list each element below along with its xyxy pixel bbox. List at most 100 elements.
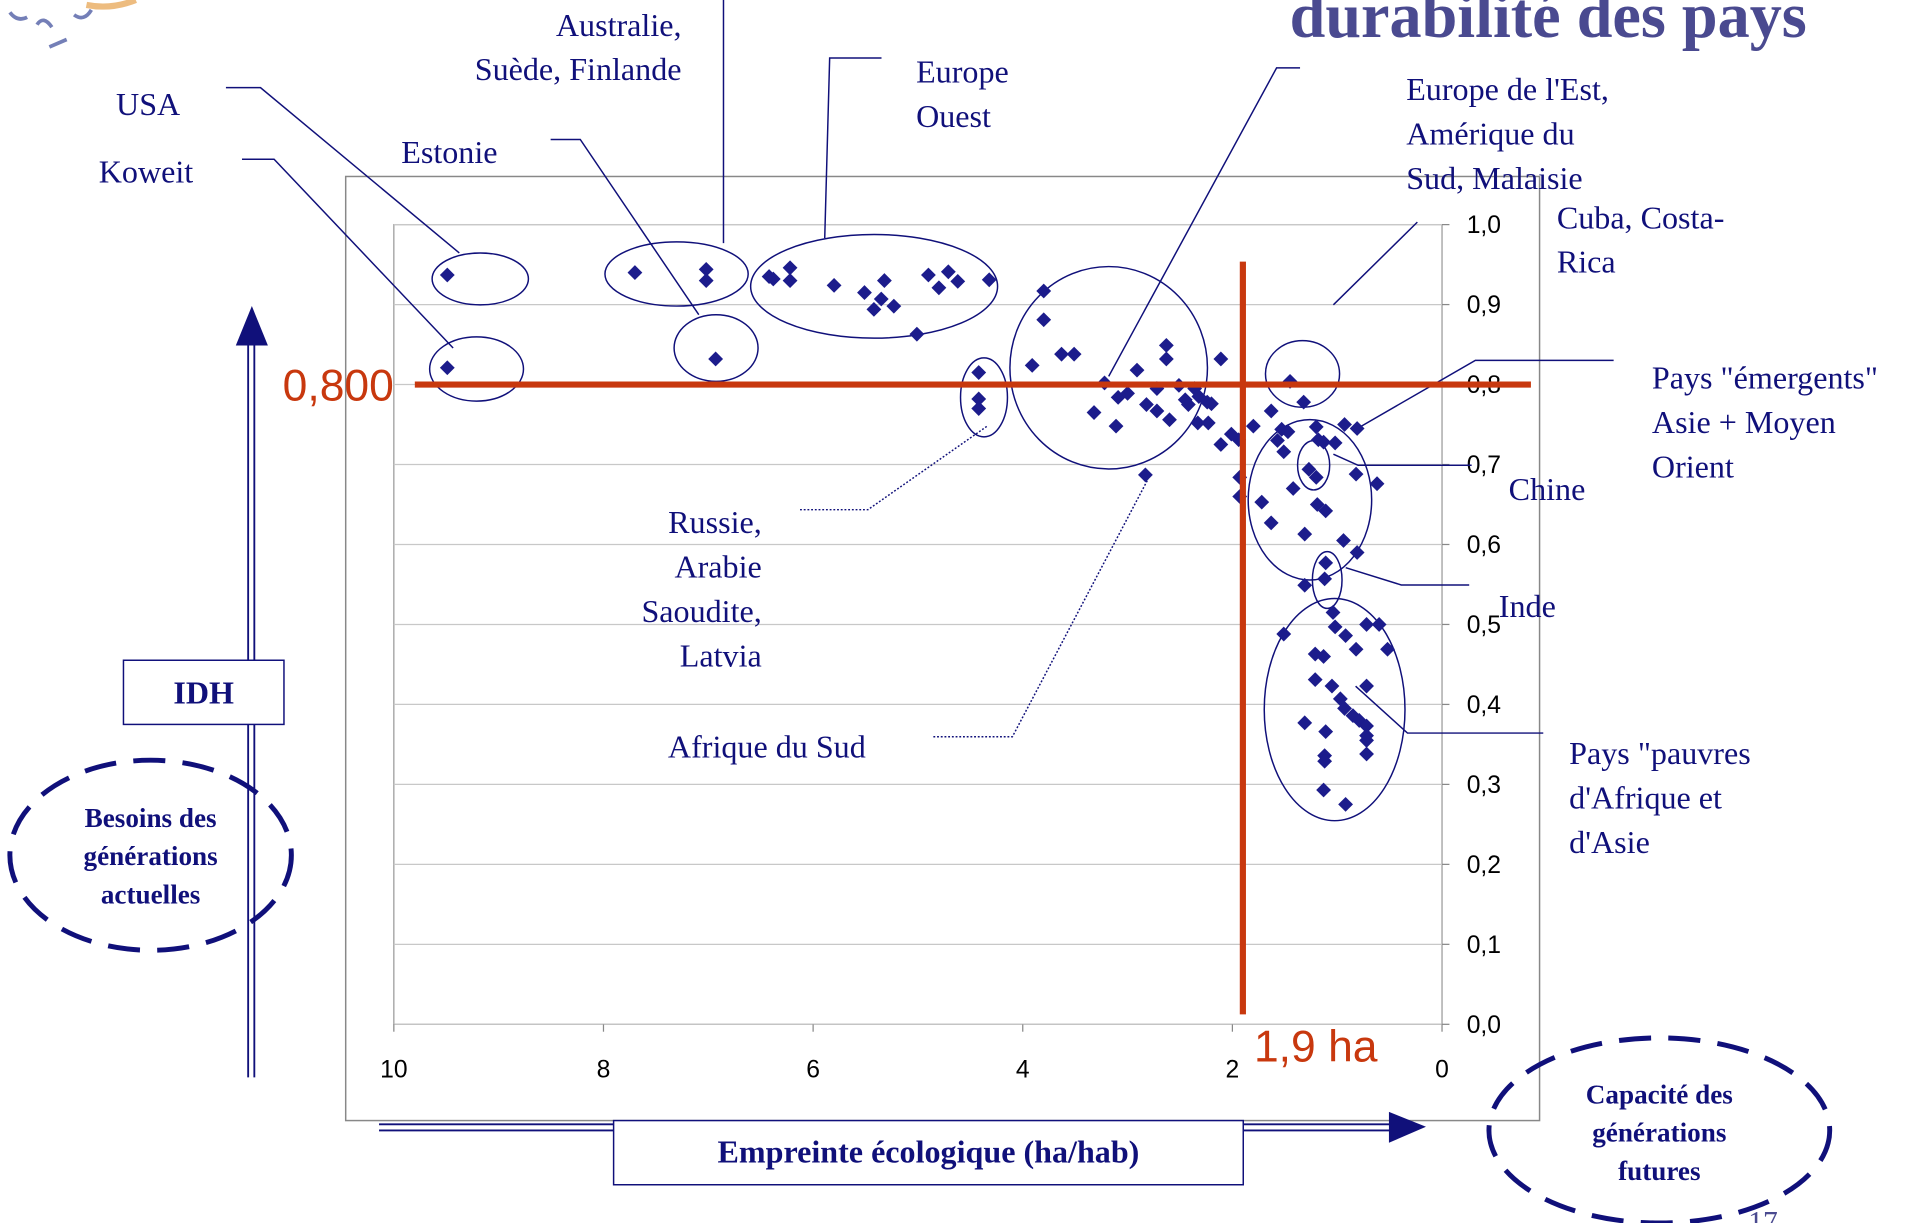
data-point (1087, 405, 1102, 420)
data-point (1318, 724, 1333, 739)
data-point (1317, 571, 1332, 586)
data-point (1213, 437, 1228, 452)
data-point (1325, 679, 1340, 694)
data-point (1254, 495, 1269, 510)
callout-line (1109, 68, 1300, 377)
data-point (1349, 467, 1364, 482)
reference-label: 1,9 ha (1254, 1022, 1378, 1071)
data-point (1025, 358, 1040, 373)
x-axis-label: Empreinte écologique (ha/hab) (717, 1134, 1139, 1170)
y-tick-label: 0,4 (1467, 692, 1501, 719)
concept-label: Besoins des (85, 803, 217, 833)
x-tick-label: 2 (1226, 1056, 1240, 1083)
y-tick-label: 1,0 (1467, 212, 1501, 239)
slide-title: durabilité des pays (1290, 0, 1807, 51)
y-axis-label: IDH (173, 674, 234, 710)
annotation: Rica (1557, 244, 1616, 280)
data-point (1162, 412, 1177, 427)
group-ellipse (1010, 267, 1208, 469)
x-tick-label: 8 (597, 1056, 611, 1083)
data-point (1201, 416, 1216, 431)
callout-line (242, 159, 453, 348)
group-ellipse (605, 242, 748, 306)
data-point (1336, 533, 1351, 548)
annotation: Amérique du (1406, 115, 1574, 151)
data-point (1130, 363, 1145, 378)
annotation: d'Afrique et (1569, 779, 1722, 815)
y-tick-label: 0,2 (1467, 852, 1501, 879)
callout-line (825, 58, 882, 238)
callout-line (226, 88, 459, 253)
y-tick-label: 0,1 (1467, 932, 1501, 959)
data-point (921, 268, 936, 283)
annotation: Koweit (99, 154, 194, 190)
concept-label: générations (1592, 1118, 1726, 1148)
annotation: Saoudite, (641, 593, 761, 629)
callout-line (551, 139, 699, 314)
annotation: Chine (1509, 471, 1586, 507)
data-point (909, 327, 924, 342)
data-point (1036, 312, 1051, 327)
group-outlines (430, 234, 1405, 820)
points (440, 260, 1395, 811)
data-point (886, 299, 901, 314)
data-point (1326, 605, 1341, 620)
slide: durabilité des pays 0,00,10,20,30,40,50,… (0, 0, 1926, 1223)
annotation: USA (116, 86, 180, 122)
data-point (1297, 527, 1312, 542)
data-point (628, 265, 643, 280)
annotation: d'Asie (1569, 824, 1650, 860)
data-point (1359, 747, 1374, 762)
callout-line (1333, 454, 1471, 465)
annotation: Orient (1652, 449, 1734, 485)
y-tick-label: 0,6 (1467, 532, 1501, 559)
annotation: Ouest (916, 98, 991, 134)
data-point (1350, 421, 1365, 436)
annotation: Inde (1499, 588, 1556, 624)
concept-label: Capacité des (1586, 1079, 1733, 1109)
page-number: 17 (1748, 1207, 1778, 1223)
x-tick-label: 6 (806, 1056, 820, 1083)
group-ellipse (674, 315, 758, 382)
data-point (950, 274, 965, 289)
annotation: Cuba, Costa- (1557, 199, 1725, 235)
x-tick-label: 0 (1435, 1056, 1449, 1083)
data-point (783, 273, 798, 288)
x-tick-label: 4 (1016, 1056, 1030, 1083)
annotation: Suède, Finlande (475, 51, 682, 87)
data-point (1264, 404, 1279, 419)
data-point (1276, 627, 1291, 642)
data-point (971, 401, 986, 416)
concept-label: générations (84, 841, 218, 871)
annotation: Estonie (401, 134, 497, 170)
data-point (931, 280, 946, 295)
data-point (440, 268, 455, 283)
callout-line (1346, 568, 1469, 585)
annotation: Europe (916, 54, 1009, 90)
data-point (941, 264, 956, 279)
data-point (1067, 347, 1082, 362)
annotation: Arabie (674, 549, 761, 585)
data-point (699, 273, 714, 288)
reference-lines: 0,800 1,9 ha (283, 262, 1531, 1072)
concept-label: futures (1618, 1156, 1700, 1186)
data-point (440, 360, 455, 375)
data-point (708, 352, 723, 367)
callout-line (933, 479, 1148, 737)
reference-label: 0,800 (283, 362, 394, 411)
data-point (877, 273, 892, 288)
data-point (1264, 515, 1279, 530)
annotation: Asie + Moyen (1652, 404, 1836, 440)
y-tick-label: 0,5 (1467, 612, 1501, 639)
data-point (1246, 419, 1261, 434)
annotation: Europe de l'Est, (1406, 71, 1609, 107)
y-tick-label: 0,3 (1467, 772, 1501, 799)
annotation: Latvia (680, 637, 762, 673)
data-point (971, 365, 986, 380)
callout-line (1356, 686, 1544, 733)
data-point (1380, 642, 1395, 657)
annotation: Sud, Malaisie (1406, 160, 1582, 196)
data-point (1338, 797, 1353, 812)
